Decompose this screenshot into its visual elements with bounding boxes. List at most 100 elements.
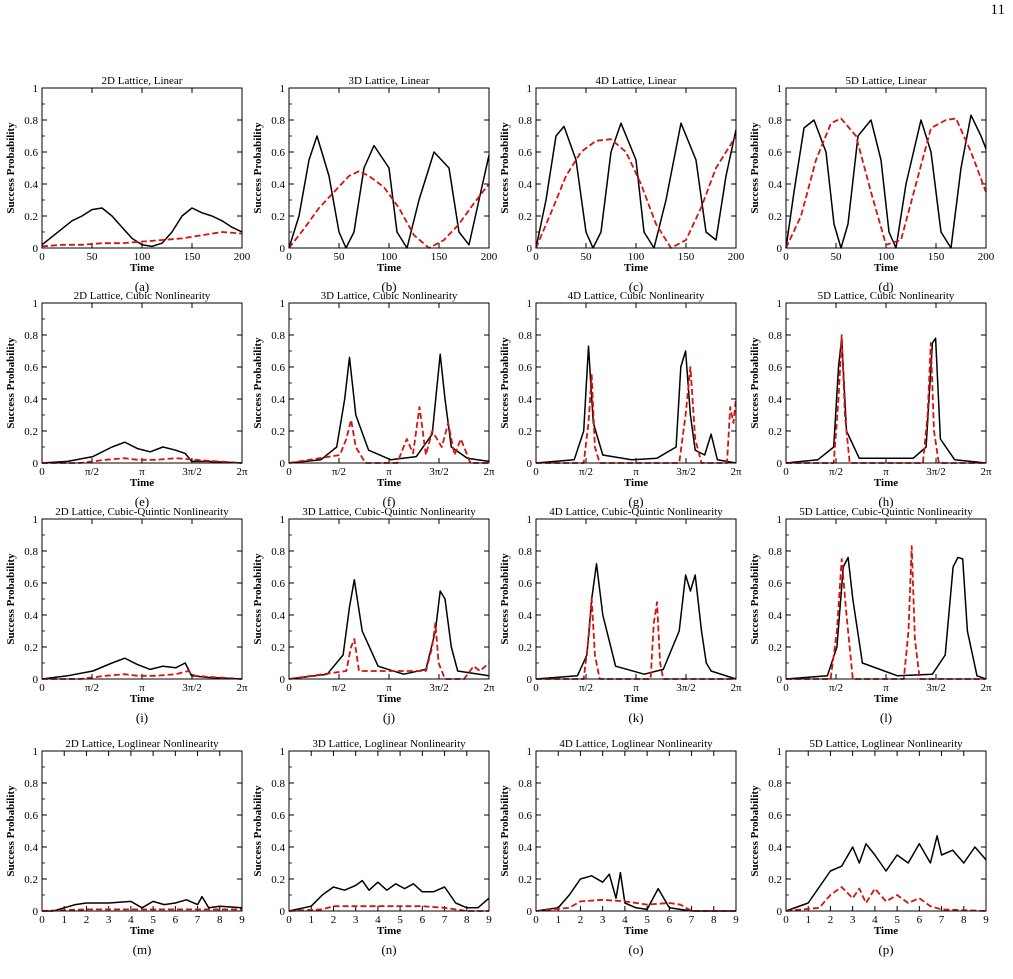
chart-panel-f: 3D Lattice, Cubic Nonlinearity 0 0.2 0.4 0.6…	[247, 290, 500, 531]
chart-svg-p: 5D Lattice, Loglinear Nonlinearity 0 0.2 0.…	[749, 738, 989, 957]
y-tick-label: 0.8	[271, 546, 285, 558]
x-tick-label: 0	[39, 914, 45, 926]
y-tick-label: 0.2	[768, 211, 782, 223]
y-tick-label: 0.2	[518, 874, 532, 886]
x-axis-label: Time	[130, 693, 154, 705]
y-tick-label: 0.8	[24, 546, 38, 558]
x-tick-label: 3	[106, 914, 112, 926]
y-tick-label: 0	[280, 243, 286, 255]
y-tick-label: 0	[33, 458, 39, 470]
y-tick-label: 0.6	[24, 362, 38, 374]
x-tick-label: 2π	[730, 466, 742, 478]
series-line-dashed-red	[785, 886, 987, 912]
plot-frame	[288, 87, 490, 249]
x-tick-label: 8	[961, 914, 967, 926]
y-axis-label: Success Probability	[749, 553, 761, 645]
x-axis-label: Time	[377, 693, 401, 705]
x-tick-label: 3π/2	[429, 466, 449, 478]
x-tick-label: π/2	[579, 682, 593, 694]
x-tick-label: 1	[805, 914, 811, 926]
chart-panel-o: 4D Lattice, Loglinear Nonlinearity 0 0.2 0.…	[494, 738, 747, 979]
series-line-dashed-red	[42, 670, 242, 680]
chart-panel-m: 2D Lattice, Loglinear Nonlinearity 0 0.2 0.…	[0, 738, 253, 979]
chart-svg-c: 4D Lattice, Linear 0 0.2 0.4 0.6 0.8 1 0 50 100 15…	[499, 75, 745, 294]
x-tick-label: 50	[87, 251, 99, 263]
chart-svg-h: 5D Lattice, Cubic Nonlinearity 0 0.2 0.4 0.6…	[749, 290, 992, 509]
y-tick-label: 0.6	[518, 578, 532, 590]
y-tick-label: 0.4	[24, 610, 38, 622]
y-tick-label: 0.2	[518, 642, 532, 654]
x-tick-label: 200	[234, 251, 251, 263]
y-tick-label: 0.6	[518, 810, 532, 822]
x-tick-label: 4	[872, 914, 878, 926]
series-line-dashed-red	[786, 545, 986, 680]
chart-panel-p: 5D Lattice, Loglinear Nonlinearity 0 0.2 0.…	[744, 738, 997, 979]
x-tick-label: 1	[61, 914, 67, 926]
y-axis-label: Success Probability	[252, 553, 264, 645]
x-tick-label: 7	[442, 914, 448, 926]
x-tick-label: 5	[397, 914, 403, 926]
y-tick-label: 0.8	[24, 115, 38, 127]
y-tick-label: 0	[33, 674, 39, 686]
y-axis-label: Success Probability	[499, 785, 511, 877]
chart-panel-i: 2D Lattice, Cubic-Quintic Nonlinearity 0 0…	[0, 506, 253, 747]
x-tick-label: 5	[150, 914, 156, 926]
series-line-solid-black	[535, 871, 736, 912]
x-tick-label: 0	[39, 682, 45, 694]
y-tick-label: 0.6	[518, 362, 532, 374]
x-tick-label: 3π/2	[676, 466, 696, 478]
x-tick-label: 2π	[730, 682, 742, 694]
y-tick-label: 0.8	[768, 115, 782, 127]
x-tick-label: 200	[481, 251, 498, 263]
y-tick-label: 1	[280, 83, 286, 95]
y-tick-label: 1	[527, 746, 533, 758]
subfigure-caption: (g)	[628, 494, 643, 509]
plot-frame	[535, 302, 737, 464]
x-tick-label: 2π	[980, 466, 992, 478]
chart-panel-h: 5D Lattice, Cubic Nonlinearity 0 0.2 0.4 0.6…	[744, 290, 997, 531]
y-tick-label: 0	[777, 906, 783, 918]
y-tick-label: 0.4	[518, 179, 532, 191]
y-tick-label: 0.4	[24, 394, 38, 406]
x-tick-label: 0	[533, 914, 539, 926]
y-tick-label: 1	[33, 83, 39, 95]
y-tick-label: 0.6	[768, 147, 782, 159]
y-tick-label: 0.6	[24, 578, 38, 590]
x-tick-label: π	[386, 466, 392, 478]
subfigure-caption: (h)	[878, 494, 893, 509]
y-tick-label: 0.4	[271, 842, 285, 854]
x-tick-label: 200	[728, 251, 745, 263]
x-tick-label: 6	[420, 914, 426, 926]
y-axis-label: Success Probability	[5, 553, 17, 645]
plot-frame	[535, 750, 737, 912]
x-tick-label: 0	[39, 251, 45, 263]
x-tick-label: 3π/2	[429, 682, 449, 694]
x-tick-label: 100	[878, 251, 895, 263]
series-line-dashed-red	[536, 598, 736, 680]
x-tick-label: 2	[331, 914, 337, 926]
y-axis-label: Success Probability	[252, 785, 264, 877]
y-tick-label: 0.8	[24, 778, 38, 790]
x-tick-label: 3π/2	[182, 682, 202, 694]
subfigure-caption: (a)	[135, 279, 149, 294]
chart-svg-b: 3D Lattice, Linear 0 0.2 0.4 0.6 0.8 1 0 50 100 15…	[252, 75, 498, 294]
x-tick-label: 7	[939, 914, 945, 926]
y-tick-label: 1	[777, 83, 783, 95]
chart-title: 3D Lattice, Cubic-Quintic Nonlinearity	[302, 506, 476, 518]
x-axis-label: Time	[624, 262, 648, 274]
y-tick-label: 0.6	[768, 810, 782, 822]
subfigure-caption: (d)	[878, 279, 893, 294]
chart-title: 4D Lattice, Loglinear Nonlinearity	[559, 738, 713, 750]
y-tick-label: 0	[280, 906, 286, 918]
y-tick-label: 0.8	[518, 330, 532, 342]
y-tick-label: 0.8	[518, 115, 532, 127]
y-tick-label: 0.6	[24, 810, 38, 822]
y-tick-label: 0.2	[518, 211, 532, 223]
y-tick-label: 0.2	[768, 426, 782, 438]
subfigure-caption: (c)	[629, 279, 643, 294]
chart-svg-k: 4D Lattice, Cubic-Quintic Nonlinearity00…	[499, 506, 742, 725]
series-line-dashed-red	[785, 117, 987, 249]
y-axis-label: Success Probability	[499, 553, 511, 645]
y-tick-label: 0.8	[271, 330, 285, 342]
series-line-dashed-red	[786, 334, 986, 464]
